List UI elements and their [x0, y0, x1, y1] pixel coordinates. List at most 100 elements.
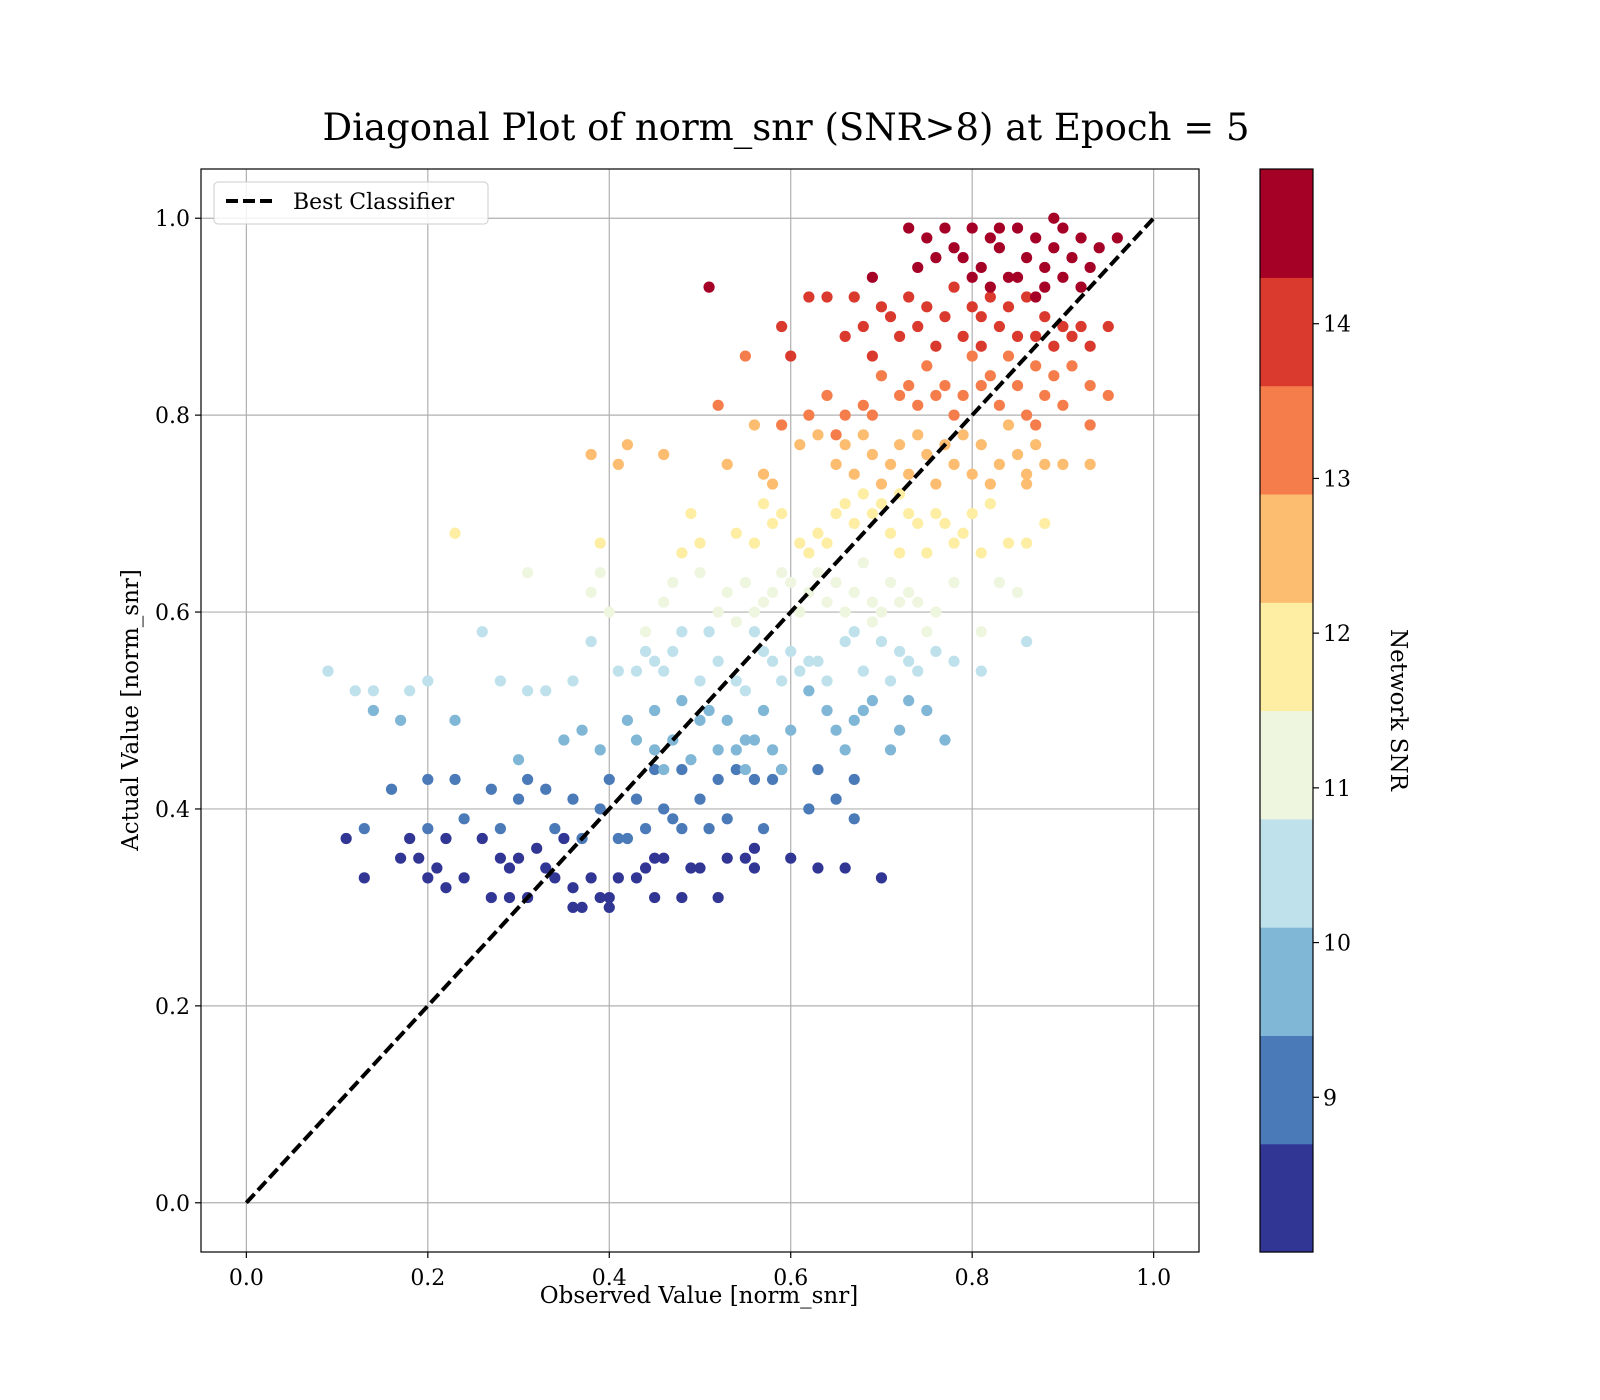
scatter-point	[485, 891, 497, 904]
legend: Best Classifier	[213, 181, 489, 225]
scatter-point	[1011, 448, 1024, 461]
scatter-point	[912, 517, 924, 530]
scatter-point	[812, 429, 824, 441]
scatter-point	[785, 852, 797, 864]
scatter-point	[939, 311, 951, 323]
scatter-point	[540, 862, 552, 874]
scatter-point	[694, 567, 706, 579]
scatter-point	[476, 832, 488, 845]
scatter-point	[903, 222, 915, 234]
scatter-point	[794, 439, 806, 451]
scatter-point	[667, 813, 679, 825]
scatter-point	[585, 448, 597, 461]
scatter-point	[422, 872, 434, 884]
scatter-point	[522, 567, 534, 579]
scatter-point	[1093, 242, 1105, 254]
scatter-point	[984, 478, 996, 490]
scatter-point	[712, 606, 724, 618]
colorbar-ticks: 9 10 11 12 13 14	[1313, 313, 1351, 1111]
scatter-point	[757, 704, 770, 717]
scatter-point	[1021, 252, 1033, 264]
scatter-point	[975, 547, 987, 559]
colorbar-tick-label: 12	[1323, 622, 1351, 647]
scatter-point	[494, 675, 506, 687]
scatter-point	[984, 232, 996, 244]
scatter-point	[776, 675, 788, 687]
scatter-point	[776, 507, 788, 520]
scatter-point	[1039, 458, 1051, 470]
scatter-point	[649, 704, 661, 717]
scatter-point	[757, 468, 770, 480]
scatter-point	[431, 862, 443, 874]
best-classifier-line	[244, 216, 1156, 1205]
scatter-point	[576, 901, 588, 914]
scatter-point	[1057, 399, 1069, 411]
scatter-point	[921, 547, 933, 559]
scatter-point	[957, 527, 969, 539]
scatter-point	[839, 439, 851, 451]
scatter-point	[685, 754, 697, 766]
scatter-point	[1084, 380, 1096, 392]
scatter-point	[667, 576, 679, 589]
scatter-point	[1011, 222, 1024, 234]
scatter-point	[785, 645, 797, 658]
scatter-point	[358, 872, 370, 884]
scatter-point	[1057, 271, 1069, 283]
legend-box	[213, 181, 489, 225]
colorbar-segment	[1260, 493, 1313, 603]
scatter-point	[993, 320, 1006, 333]
scatter-point	[921, 626, 933, 638]
scatter-point	[649, 763, 661, 776]
colorbar-segment	[1260, 818, 1313, 928]
scatter-point	[485, 783, 497, 795]
y-tick-label: 0.4	[155, 798, 190, 823]
scatter-point	[984, 498, 996, 510]
scatter-point	[894, 724, 906, 736]
scatter-point	[794, 665, 806, 677]
scatter-point	[730, 763, 742, 776]
scatter-point	[912, 399, 924, 411]
scatter-point	[894, 596, 906, 608]
scatter-point	[449, 714, 461, 726]
scatter-point	[966, 350, 978, 362]
scatter-point	[776, 320, 788, 333]
scatter-point	[993, 458, 1006, 470]
scatter-point	[930, 340, 942, 352]
scatter-point	[984, 291, 996, 303]
scatter-point	[966, 301, 978, 313]
scatter-point	[757, 498, 770, 510]
scatter-point	[367, 704, 379, 717]
scatter-point	[739, 576, 751, 589]
scatter-point	[921, 232, 933, 244]
scatter-point	[957, 252, 969, 264]
scatter-point	[494, 852, 506, 864]
scatter-point	[730, 675, 742, 687]
scatter-point	[748, 626, 761, 638]
chart-title: Diagonal Plot of norm_snr (SNR>8) at Epo…	[322, 106, 1249, 150]
scatter-point	[1048, 212, 1060, 224]
scatter-point	[785, 350, 797, 362]
scatter-point	[404, 832, 416, 845]
scatter-point	[721, 852, 733, 864]
scatter-point	[512, 793, 525, 805]
scatter-point	[930, 606, 942, 618]
scatter-point	[658, 763, 670, 776]
scatter-point	[839, 744, 851, 756]
scatter-point	[594, 744, 606, 756]
scatter-point	[848, 773, 860, 786]
scatter-point	[875, 872, 888, 884]
scatter-point	[830, 507, 842, 520]
scatter-point	[857, 665, 869, 677]
scatter-point	[1057, 458, 1069, 470]
scatter-point	[766, 744, 779, 756]
x-tick-label: 0.0	[229, 1266, 264, 1291]
scatter-point	[921, 704, 933, 717]
scatter-point	[830, 458, 842, 470]
scatter-point	[567, 882, 579, 894]
legend-label: Best Classifier	[293, 190, 455, 215]
colorbar-segment	[1260, 169, 1313, 278]
scatter-point	[658, 448, 670, 461]
scatter-point	[1084, 340, 1096, 352]
scatter-point	[395, 714, 407, 726]
